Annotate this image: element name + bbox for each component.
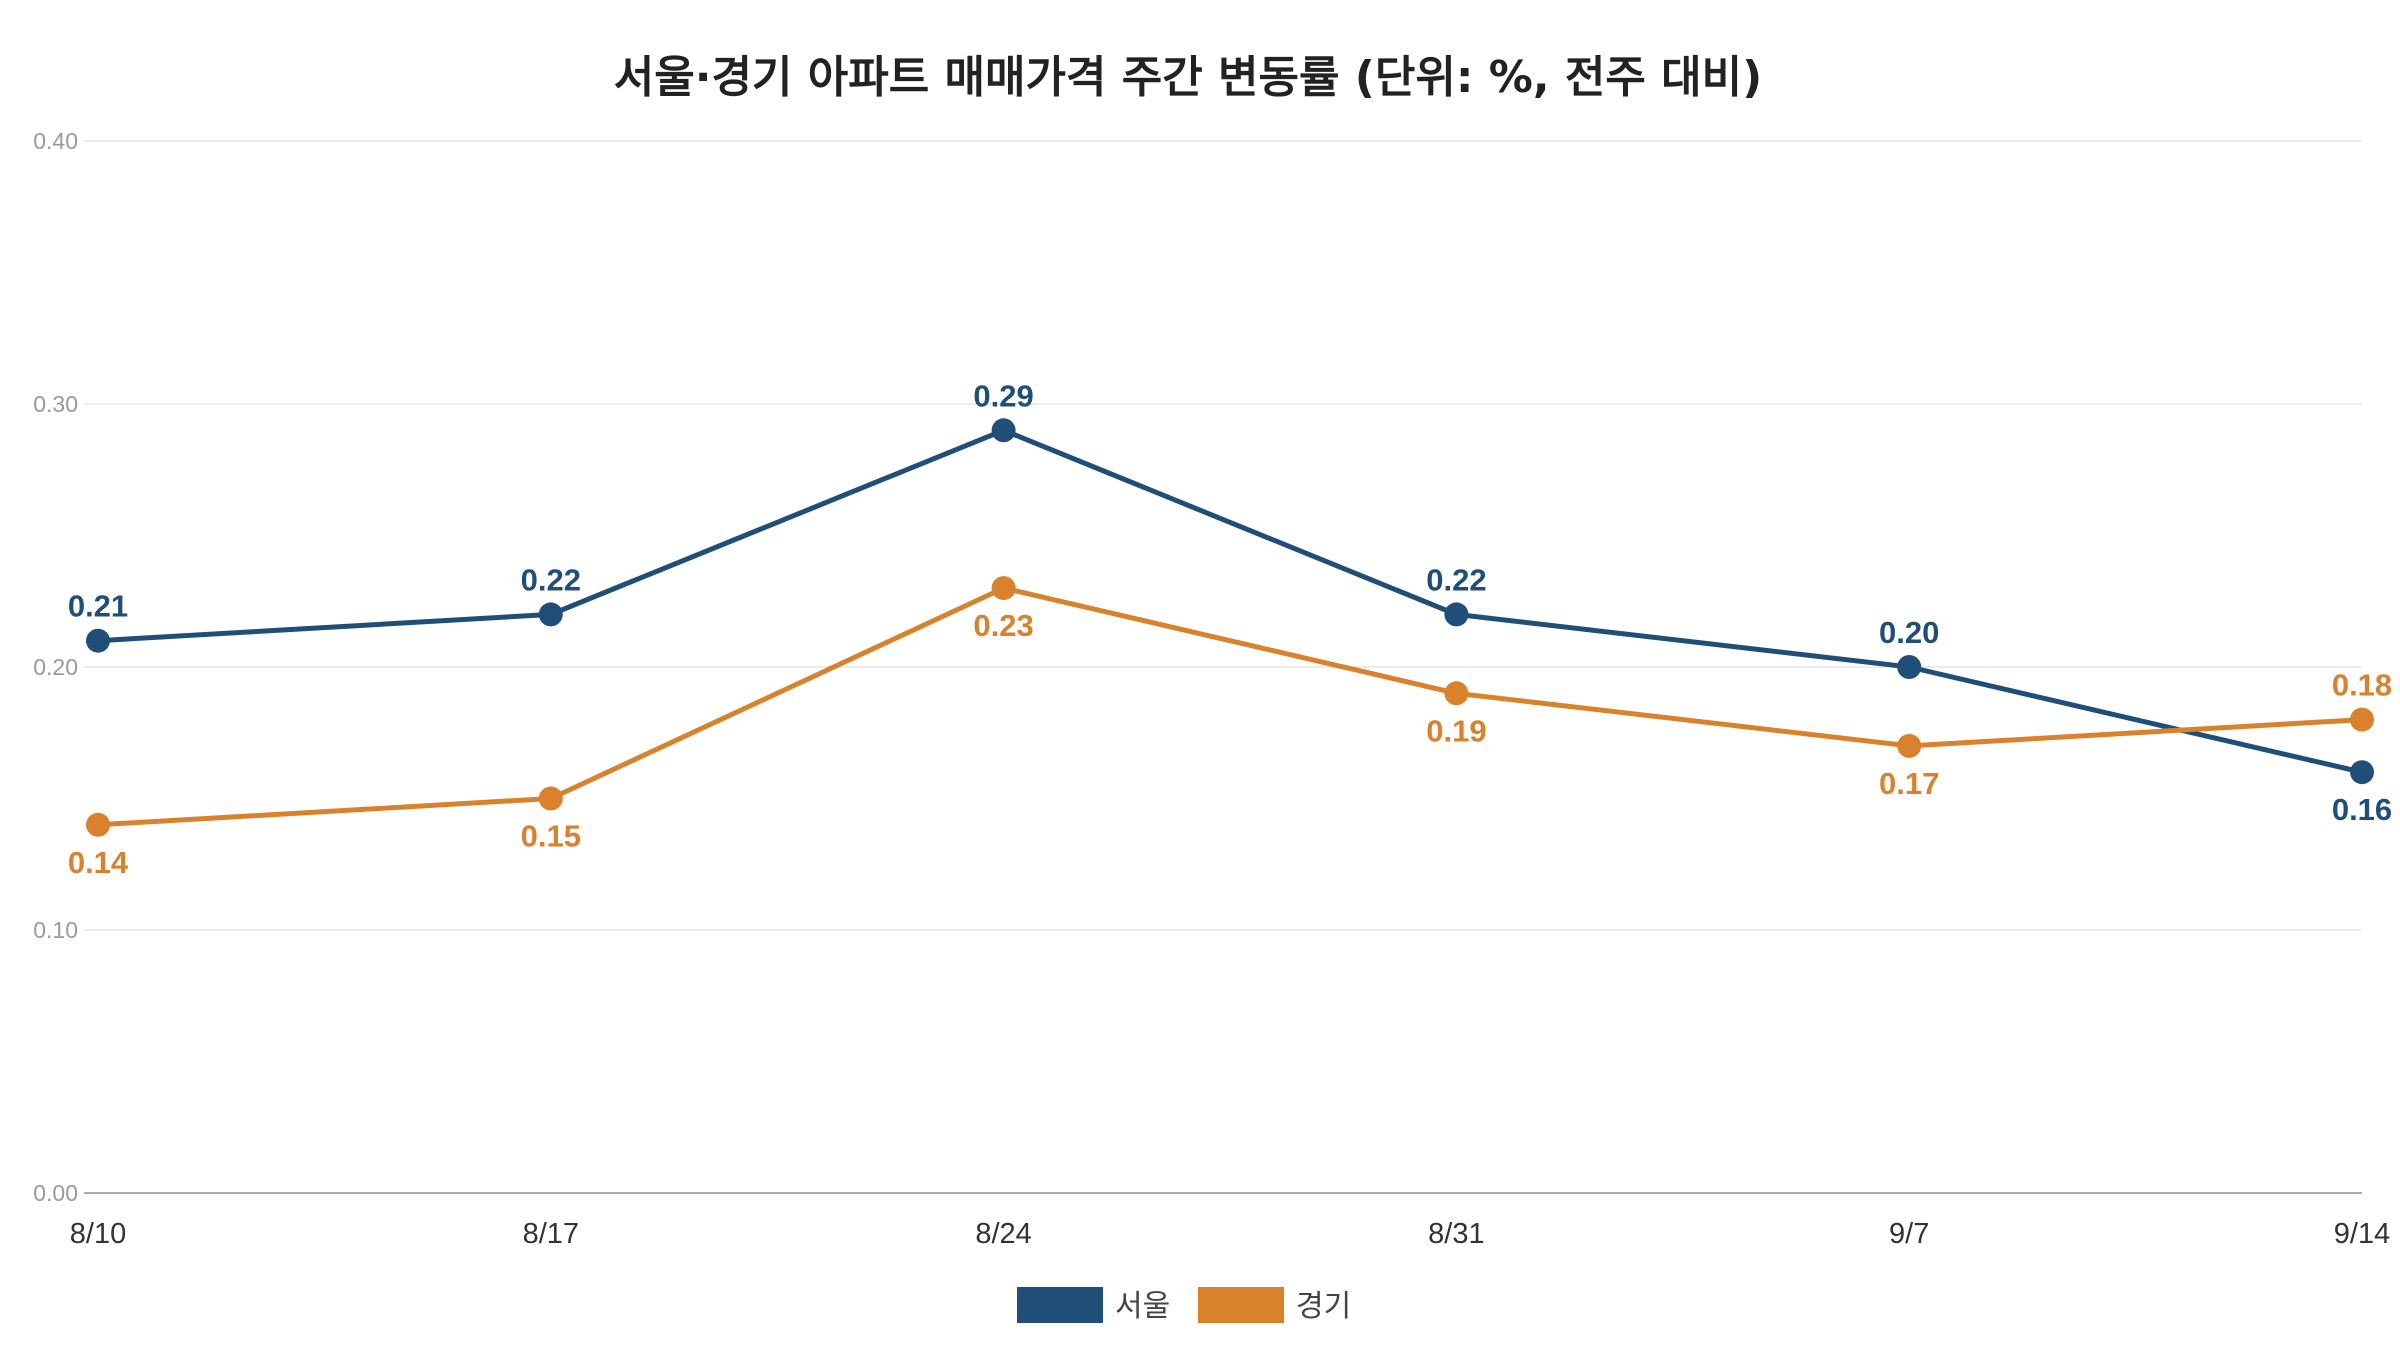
y-tick-label: 0.20 [33, 654, 78, 680]
series-line-0 [95, 427, 2365, 775]
y-tick-label: 0.00 [33, 1180, 78, 1206]
data-label: 0.17 [1879, 766, 1939, 801]
data-point [991, 576, 1016, 601]
x-tick-label: 8/17 [523, 1218, 579, 1250]
data-point [1444, 602, 1469, 627]
y-tick-label: 0.40 [33, 128, 78, 154]
data-label: 0.22 [1426, 562, 1486, 597]
data-label: 0.16 [2332, 792, 2392, 827]
data-label: 0.29 [973, 378, 1033, 413]
data-point [1897, 733, 1922, 758]
data-point [86, 812, 110, 837]
legend-swatch [1198, 1287, 1284, 1323]
series-line-1 [95, 585, 2365, 828]
legend: 서울 경기 [1017, 1287, 1351, 1324]
gridlines [84, 140, 2362, 1194]
data-label: 0.18 [2332, 668, 2392, 703]
data-label: 0.19 [1426, 713, 1486, 748]
data-point [1897, 655, 1922, 679]
data-point [538, 602, 563, 627]
data-point [538, 786, 563, 811]
x-tick-label: 8/24 [975, 1218, 1031, 1250]
data-point [991, 418, 1016, 443]
y-axis-ticks: 0.00 0.10 0.20 0.30 0.40 [33, 128, 78, 1206]
legend-label: 경기 [1296, 1289, 1351, 1324]
x-tick-label: 8/31 [1428, 1218, 1484, 1250]
data-label: 0.21 [68, 589, 128, 624]
x-tick-label: 9/7 [1889, 1218, 1929, 1250]
legend-label: 서울 [1115, 1289, 1170, 1324]
y-tick-label: 0.10 [33, 917, 78, 943]
data-label: 0.22 [521, 562, 581, 597]
data-point [86, 628, 110, 653]
series-group [86, 418, 2374, 837]
data-point [2350, 760, 2374, 785]
data-label: 0.14 [68, 845, 129, 880]
x-tick-label: 8/10 [70, 1218, 126, 1250]
data-label: 0.15 [521, 819, 581, 854]
legend-swatch [1017, 1287, 1103, 1323]
data-label: 0.23 [973, 608, 1033, 643]
data-point [2350, 707, 2374, 732]
data-labels: 0.21 0.22 0.29 0.22 0.20 0.16 0.14 0.15 0.23 0.19… [68, 378, 2392, 880]
x-axis-ticks: 8/10 8/17 8/24 8/31 9/7 9/14 [70, 1218, 2390, 1250]
x-tick-label: 9/14 [2334, 1218, 2390, 1250]
y-tick-label: 0.30 [33, 391, 78, 417]
data-label: 0.20 [1879, 615, 1939, 650]
data-point [1444, 681, 1469, 706]
chart-title: 서울·경기 아파트 매매가격 주간 변동률 (단위: %, 전주 대비) [614, 52, 1762, 103]
